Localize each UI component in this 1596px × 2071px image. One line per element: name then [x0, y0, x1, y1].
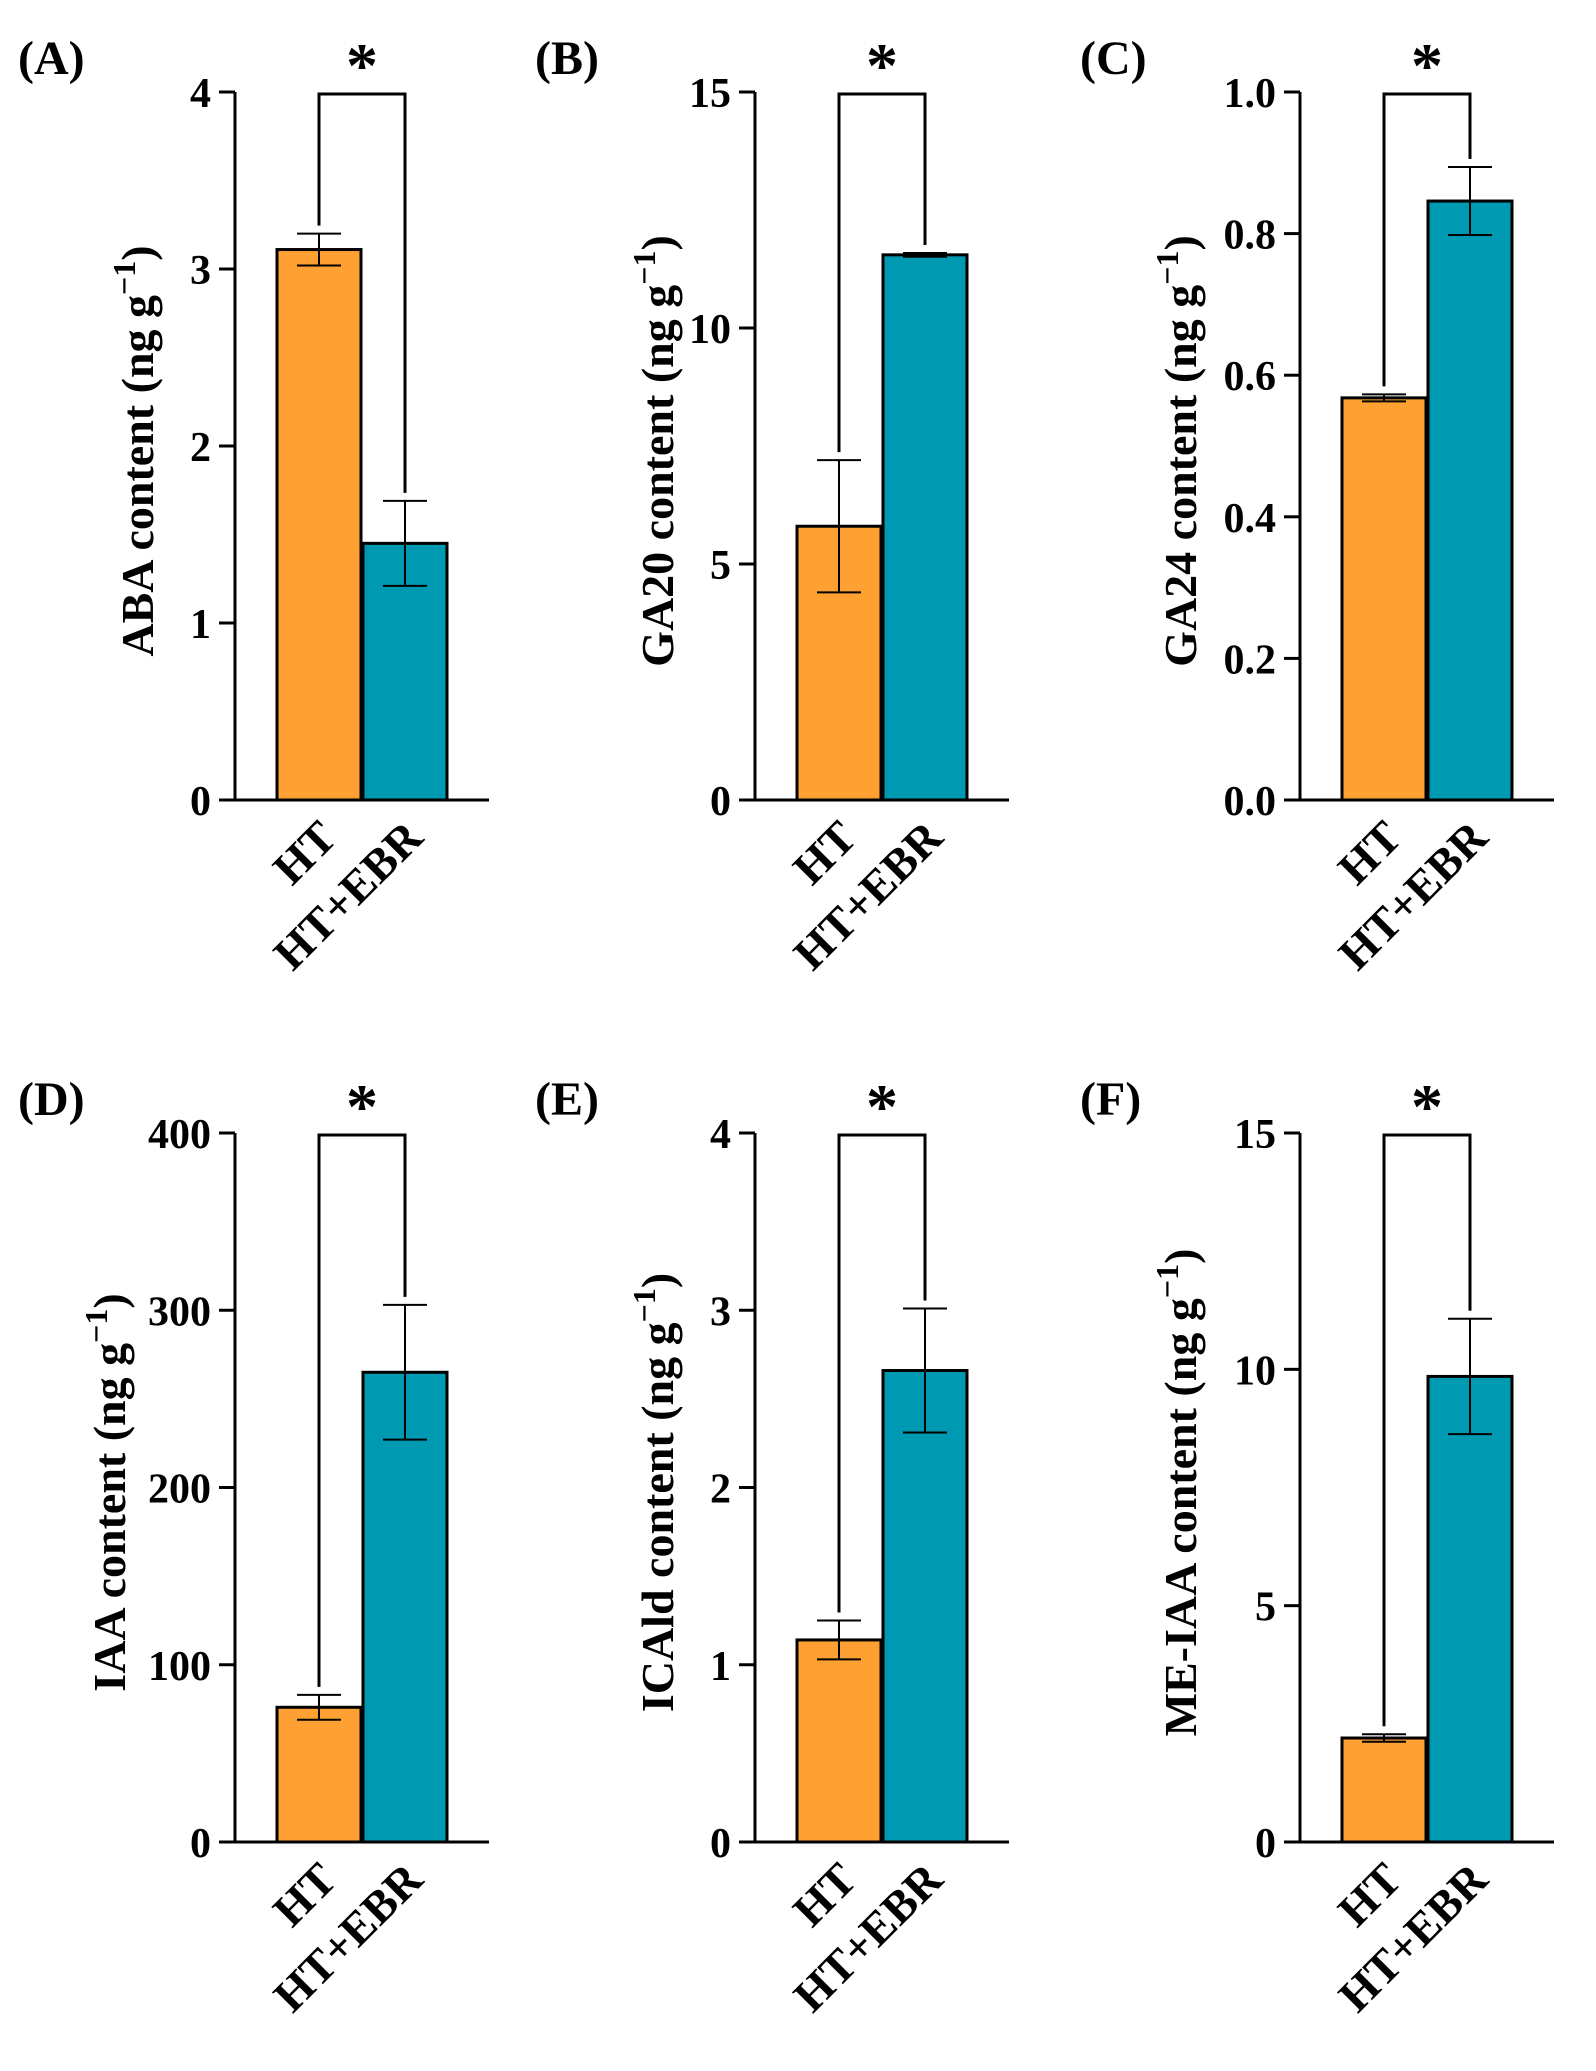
significance-bracket: [837, 92, 927, 453]
y-tick-label: 10: [689, 307, 731, 353]
bar-ht: [795, 1638, 883, 1844]
y-tick-label: 0.0: [1224, 779, 1277, 825]
bar-ht: [1340, 396, 1428, 802]
y-tick-label: 4: [710, 1112, 731, 1158]
y-axis-label: GA24 content (ng g−1): [1149, 235, 1206, 667]
y-tick-label: 1.0: [1224, 71, 1277, 117]
y-tick-label: 1: [190, 602, 211, 648]
y-tick-label: 4: [190, 71, 211, 117]
y-tick-label: 300: [148, 1289, 211, 1335]
y-tick-label: 5: [710, 543, 731, 589]
panel-label: (C): [1080, 32, 1147, 85]
panel-label: (F): [1080, 1073, 1141, 1126]
y-tick-label: 0.6: [1224, 354, 1277, 400]
significance-bracket: [1382, 1133, 1472, 1727]
y-tick-label: 200: [148, 1467, 211, 1513]
y-tick-label: 15: [689, 71, 731, 117]
y-tick-label: 10: [1234, 1348, 1276, 1394]
y-axis-label: IAA content (ng g−1): [78, 1293, 135, 1691]
bar-ht: [275, 248, 363, 802]
bar-ht-ebr: [1426, 1374, 1514, 1844]
panel-label: (E): [535, 1073, 599, 1126]
significance-star: *: [866, 30, 898, 101]
y-tick-label: 0: [190, 779, 211, 825]
bar-ht-ebr: [361, 1370, 449, 1844]
bar-ht-ebr: [881, 253, 969, 802]
y-tick-label: 0: [190, 1821, 211, 1867]
y-axis-label: ABA content (ng g−1): [106, 245, 163, 656]
y-tick-label: 5: [1255, 1585, 1276, 1631]
y-tick-label: 2: [190, 425, 211, 471]
significance-star: *: [1411, 30, 1443, 101]
y-tick-label: 3: [710, 1289, 731, 1335]
y-tick-label: 0.8: [1224, 213, 1277, 259]
y-tick-label: 3: [190, 248, 211, 294]
panel-label: (B): [535, 32, 599, 85]
significance-star: *: [1411, 1071, 1443, 1142]
y-tick-label: 0: [710, 779, 731, 825]
panel-label: (D): [18, 1073, 85, 1126]
bar-ht-ebr: [1426, 199, 1514, 802]
significance-bracket: [317, 92, 407, 493]
y-tick-label: 15: [1234, 1112, 1276, 1158]
significance-star: *: [346, 30, 378, 101]
bar-ht: [275, 1705, 363, 1844]
y-tick-label: 1: [710, 1644, 731, 1690]
y-tick-label: 0.2: [1224, 637, 1277, 683]
y-axis-label: ICAld content (ng g−1): [626, 1273, 683, 1712]
y-tick-label: 400: [148, 1112, 211, 1158]
significance-star: *: [866, 1071, 898, 1142]
y-tick-label: 0.4: [1224, 496, 1277, 542]
significance-bracket: [837, 1133, 927, 1613]
y-tick-label: 2: [710, 1467, 731, 1513]
significance-star: *: [346, 1071, 378, 1142]
bar-ht: [1340, 1736, 1428, 1844]
panel-label: (A): [18, 32, 85, 85]
significance-bracket: [317, 1133, 407, 1687]
bar-ht-ebr: [881, 1369, 969, 1844]
y-tick-label: 0: [1255, 1821, 1276, 1867]
y-tick-label: 100: [148, 1644, 211, 1690]
y-axis-label: ME-IAA content (ng g−1): [1149, 1249, 1206, 1737]
y-tick-label: 0: [710, 1821, 731, 1867]
y-axis-label: GA20 content (ng g−1): [626, 235, 683, 667]
significance-bracket: [1382, 92, 1472, 387]
